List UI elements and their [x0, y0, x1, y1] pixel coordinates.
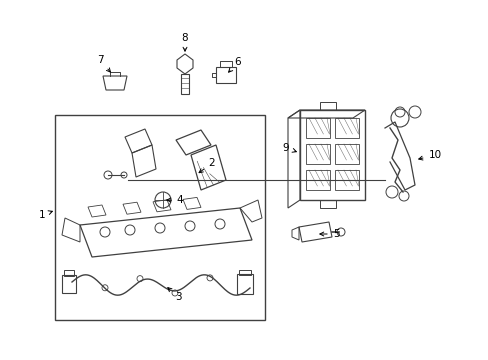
Text: 10: 10 — [418, 150, 441, 160]
Bar — [334, 118, 358, 138]
Bar — [237, 274, 252, 294]
Text: 5: 5 — [319, 229, 339, 239]
Text: 8: 8 — [182, 33, 188, 51]
Bar — [181, 74, 189, 94]
Text: 7: 7 — [97, 55, 110, 72]
Bar — [334, 144, 358, 164]
Text: 6: 6 — [228, 57, 241, 72]
Bar — [305, 144, 329, 164]
Bar — [305, 118, 329, 138]
Text: 3: 3 — [167, 288, 181, 302]
Text: 2: 2 — [199, 158, 215, 173]
Bar — [62, 275, 76, 293]
Bar — [239, 270, 250, 275]
Bar — [334, 170, 358, 190]
Text: 4: 4 — [166, 195, 183, 205]
Bar — [216, 67, 236, 83]
Bar — [299, 110, 364, 200]
Bar — [305, 170, 329, 190]
Bar — [55, 115, 264, 320]
Bar — [64, 270, 74, 276]
Text: 1: 1 — [39, 210, 52, 220]
Bar — [319, 102, 335, 110]
Text: 9: 9 — [282, 143, 296, 153]
Bar — [319, 200, 335, 208]
